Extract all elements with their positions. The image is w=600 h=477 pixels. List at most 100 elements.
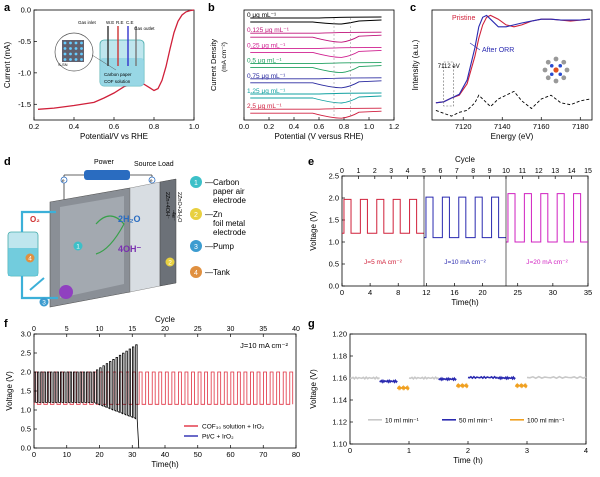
legend-text: —Zn foil metal electrode <box>205 210 246 237</box>
cof-dot <box>63 58 67 61</box>
y-tick-label: 1.0 <box>329 238 339 247</box>
top-tick-label: 2 <box>373 168 377 175</box>
top-tick-label: 0 <box>32 326 36 333</box>
top-tick-label: 5 <box>422 168 426 175</box>
legend-marker-num: 2 <box>194 212 198 219</box>
x-tick-label: 4 <box>584 446 588 455</box>
legend-marker <box>190 208 202 220</box>
atom-n <box>549 63 554 68</box>
x-tick-label: 30 <box>549 288 557 297</box>
x-tick-label: 30 <box>128 450 136 459</box>
annotation-7112: 7112 eV <box>438 64 460 70</box>
cof-dot <box>74 52 78 56</box>
top-tick-label: 15 <box>584 168 592 175</box>
top-tick-label: 10 <box>96 326 104 333</box>
y-tick-label: -0.5 <box>18 37 31 46</box>
carbon-paper-sample <box>62 40 84 62</box>
x-tick-label: 0.6 <box>109 122 119 131</box>
atom <box>561 75 567 81</box>
y-tick-label: 2.5 <box>21 349 31 358</box>
x-tick-label: 0.8 <box>339 122 349 131</box>
pump <box>59 285 73 299</box>
x-tick-label: 1 <box>407 446 411 455</box>
zn-reaction: -4e⁻ <box>170 210 176 221</box>
x-tick-label: 0.2 <box>264 122 274 131</box>
top-tick-label: 12 <box>535 168 543 175</box>
y-tick-label: 0.0 <box>329 282 339 291</box>
x-tick-label: 80 <box>292 450 300 459</box>
chart-a: 0.2 0.4 0.6 0.8 1.0 0.0 -0.5 -1.0 -1.5 Potential/… <box>3 6 199 142</box>
legend-text-line: electrode <box>213 196 246 205</box>
cof-dot <box>80 41 83 45</box>
x-tick-label: 20 <box>95 450 103 459</box>
legend-text-line: —Tank <box>205 268 231 277</box>
series-label: 0.5 μg mL⁻¹ <box>247 58 282 65</box>
voltage-segment <box>349 376 380 380</box>
x-tick-label: 10 <box>63 450 71 459</box>
legend-label: Pt/C + IrO₂ <box>202 434 234 441</box>
oh-label: 4OH⁻ <box>118 244 142 254</box>
legend-marker-num: 4 <box>194 270 198 277</box>
x-axis-label: Time(h) <box>451 298 479 307</box>
x-tick-label: 4 <box>368 288 372 297</box>
top-tick-label: 3 <box>389 168 393 175</box>
y-axis-label: Voltage (V) <box>5 371 14 411</box>
atom <box>561 59 567 65</box>
chart-c: 7120 7140 7160 7180 Energy (eV) Intensity (a.… <box>411 9 593 141</box>
top-tick-label: 14 <box>568 168 576 175</box>
y-axis-label: Voltage (V) <box>309 369 318 409</box>
top-tick-label: 5 <box>65 326 69 333</box>
current-density-label: J=20 mA cm⁻² <box>526 259 568 266</box>
current-curve <box>37 9 195 110</box>
y-tick-label: 2.0 <box>21 368 31 377</box>
voltage-trace <box>342 198 424 234</box>
top-tick-label: 20 <box>161 326 169 333</box>
top-tick-label: 15 <box>128 326 136 333</box>
pipe <box>20 210 56 232</box>
x-tick-label: 3 <box>525 446 529 455</box>
inset-label: W.E <box>106 20 114 25</box>
x-tick-label: 0.2 <box>29 122 39 131</box>
top-tick-label: 40 <box>292 326 300 333</box>
legend-marker <box>190 240 202 252</box>
x-tick-label: 7120 <box>455 122 472 131</box>
top-tick-label: 10 <box>502 168 510 175</box>
cv-trace-bottom <box>250 65 382 74</box>
cof-dot <box>74 41 78 45</box>
legend-text-line: electrode <box>213 228 246 237</box>
battery-diagram: Power Source Load e e 2H₂O 4OH⁻ O₂ 2Zn+4OH⁻ -4e⁻… <box>7 159 246 308</box>
component-marker <box>73 241 83 251</box>
x-tick-label: 1.2 <box>389 122 399 131</box>
panel-label-f: f <box>4 318 8 330</box>
electron-label: e <box>150 178 153 183</box>
x-tick-label: 40 <box>161 450 169 459</box>
current-density-annotation: J=10 mA cm⁻² <box>240 341 288 350</box>
top-tick-label: 0 <box>340 168 344 175</box>
voltage-segment <box>438 376 457 382</box>
carbon-paper <box>60 196 124 298</box>
panel-label-a: a <box>4 2 11 14</box>
top-tick-label: 30 <box>227 326 235 333</box>
y-tick-label: 1.5 <box>329 216 339 225</box>
cv-trace-top <box>250 77 382 80</box>
voltage-segment <box>497 375 516 381</box>
legend-text: —Pump <box>205 242 234 251</box>
cv-trace-bottom <box>250 34 382 43</box>
h2o-label: 2H₂O <box>118 214 141 224</box>
source-load-label: Source Load <box>134 161 174 168</box>
atom-fe <box>553 67 559 73</box>
inset-label: R.E <box>116 20 124 25</box>
legend-label: COF₃₀ solution + IrO₂ <box>202 424 265 431</box>
cof-dot <box>63 41 67 45</box>
cof-dot <box>74 58 78 61</box>
atom <box>542 67 548 73</box>
difference-curve <box>435 90 591 117</box>
atom-n <box>549 72 554 77</box>
top-tick-label: 9 <box>488 168 492 175</box>
y-tick-label: 2.5 <box>329 172 339 181</box>
zn-reaction: 2ZnO+2H₂O <box>176 192 182 223</box>
series-label: 1.25 μg mL⁻¹ <box>247 88 286 95</box>
legend-label: 100 ml min⁻¹ <box>527 417 565 424</box>
atom <box>553 78 559 84</box>
